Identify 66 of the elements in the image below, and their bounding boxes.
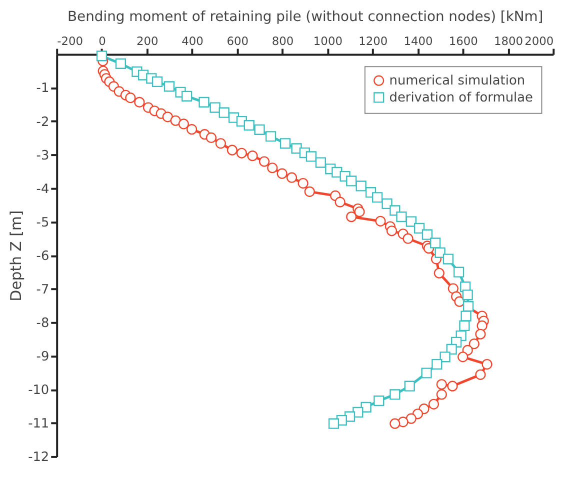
- y-tick-label: -11: [28, 416, 50, 432]
- point: [440, 352, 450, 362]
- point: [280, 138, 291, 149]
- point: [360, 402, 372, 412]
- y-tick-label: -3: [36, 148, 50, 164]
- point: [454, 266, 464, 278]
- point: [96, 50, 108, 62]
- x-tick-label: 800: [272, 34, 294, 48]
- point: [218, 107, 230, 118]
- point: [291, 143, 302, 154]
- point: [244, 120, 254, 131]
- x-tick-label: 0: [98, 34, 106, 48]
- y-tick-label: -2: [36, 114, 50, 130]
- point: [164, 81, 175, 92]
- point: [462, 301, 474, 312]
- point: [382, 198, 392, 210]
- point: [152, 76, 163, 88]
- legend-label: derivation of formulae: [389, 90, 533, 106]
- x-tick-label: 200: [136, 34, 158, 48]
- x-tick-label: 1000: [313, 34, 342, 48]
- point: [404, 380, 415, 392]
- point: [406, 216, 416, 227]
- x-tick-label: 1800: [494, 34, 524, 48]
- y-axis-title: Depth Z [m]: [7, 210, 26, 302]
- y-tick-label: -7: [36, 282, 50, 298]
- point: [460, 310, 472, 322]
- y-tick-label: -1: [36, 81, 50, 96]
- point: [372, 192, 383, 203]
- y-tick-label: -6: [36, 248, 50, 264]
- y-tick-label: -4: [36, 182, 50, 197]
- x-tick-label: 2000: [524, 34, 554, 48]
- point: [390, 389, 400, 400]
- point: [115, 58, 126, 69]
- point: [432, 358, 442, 370]
- point: [306, 151, 316, 162]
- x-tick-label: 600: [226, 34, 249, 48]
- x-tick-label: 1200: [358, 34, 388, 48]
- x-tick-label: 1600: [448, 34, 478, 48]
- point: [462, 290, 473, 300]
- y-tick-label: -5: [36, 215, 50, 230]
- x-tick-label: 400: [182, 34, 204, 48]
- y-tick-label: -12: [28, 450, 50, 465]
- y-tick-label: -8: [36, 316, 50, 331]
- point: [421, 368, 432, 378]
- point: [356, 180, 366, 192]
- point: [430, 238, 441, 248]
- point: [198, 96, 210, 108]
- point: [374, 396, 384, 406]
- x-axis-title: Bending moment of retaining pile (without connection nodes) [kNm]: [68, 8, 544, 25]
- y-tick-label: -9: [36, 349, 50, 364]
- point: [210, 102, 220, 113]
- x-tick-label: -200: [57, 34, 83, 48]
- point: [422, 229, 433, 240]
- point: [328, 418, 340, 429]
- legend-label: numerical simulation: [389, 74, 526, 89]
- x-tick-label: 1400: [404, 34, 433, 48]
- point: [414, 222, 425, 234]
- y-tick-label: -10: [28, 382, 50, 398]
- point: [396, 212, 407, 222]
- point: [442, 254, 454, 264]
- point: [315, 157, 326, 168]
- point: [459, 320, 470, 332]
- point: [182, 90, 192, 102]
- point: [254, 124, 265, 135]
- point: [265, 131, 276, 142]
- point: [346, 176, 357, 186]
